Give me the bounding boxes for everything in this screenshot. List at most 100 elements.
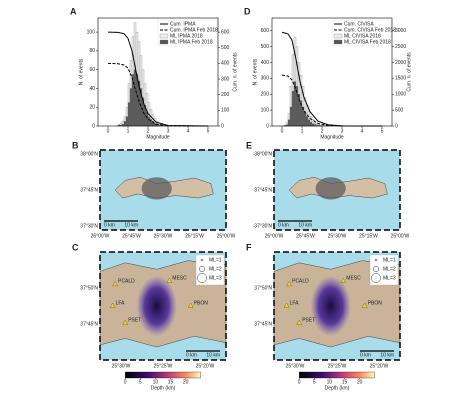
- legend-label: ML=1: [209, 257, 222, 263]
- x-tick-label: 3: [341, 128, 344, 134]
- bar: [127, 102, 131, 127]
- y-tick-label: 0: [266, 123, 269, 129]
- colorbar-label: Depth (km): [151, 385, 176, 391]
- y2-axis-label: Cum. n. of events: [232, 52, 238, 92]
- longitude-label: 25°00'W: [217, 233, 236, 239]
- longitude-label: 25°15'W: [359, 233, 378, 239]
- y2-tick-label: 500: [395, 107, 404, 113]
- legend-swatch: [159, 33, 169, 39]
- x-tick-label: 4: [187, 128, 190, 134]
- y2-tick-label: 600: [221, 29, 230, 35]
- latitude-label: 37°30'N: [254, 223, 272, 229]
- colorbar-tick-label: 0: [298, 379, 301, 385]
- longitude-label: 26°00'W: [265, 233, 284, 239]
- legend-swatch: [159, 39, 169, 45]
- latitude-label: 37°50'N: [254, 285, 272, 291]
- legend-label: ML=2: [383, 266, 396, 272]
- station-label: PBON: [194, 300, 209, 306]
- panel-label: A: [70, 6, 77, 16]
- station-label: PSET: [128, 318, 141, 324]
- latitude-label: 37°50'N: [80, 285, 98, 291]
- longitude-label: 25°20'W: [196, 363, 215, 369]
- scale-label: 10 km: [206, 352, 220, 358]
- legend-label: ML=1: [383, 257, 396, 263]
- bar: [301, 106, 305, 127]
- longitude-label: 25°25'W: [328, 363, 347, 369]
- legend-marker: [200, 258, 204, 262]
- latitude-label: 37°45'N: [254, 187, 272, 193]
- latitude-label: 38°00'N: [254, 151, 272, 157]
- y-tick-label: 500: [261, 44, 270, 50]
- station: [122, 319, 128, 325]
- x-tick-label: 0: [281, 128, 284, 134]
- colorbar-label: Depth (km): [325, 385, 350, 391]
- station: [296, 319, 302, 325]
- colorbar-tick-label: 15: [342, 379, 348, 385]
- colorbar-tick-label: 10: [327, 379, 333, 385]
- latitude-label: 37°45'N: [80, 321, 98, 327]
- y2-tick-label: 1000: [395, 92, 406, 98]
- bar: [145, 111, 149, 127]
- y-tick-label: 100: [87, 29, 96, 35]
- scale-label: 0 km: [186, 352, 197, 358]
- longitude-label: 25°00'W: [391, 233, 410, 239]
- y-tick-label: 0: [92, 123, 95, 129]
- colorbar-tick-label: 20: [183, 379, 189, 385]
- legend-label: ML CIVISA 2018: [344, 33, 381, 39]
- bar: [289, 106, 293, 127]
- x-tick-label: 5: [381, 128, 384, 134]
- y-tick-label: 600: [261, 28, 270, 34]
- station: [286, 281, 292, 287]
- longitude-label: 25°30'W: [112, 363, 131, 369]
- y-tick-label: 400: [261, 60, 270, 66]
- map-frame: [273, 149, 401, 231]
- panel-label: B: [72, 140, 79, 150]
- plot-frame: [97, 17, 219, 127]
- cumulative-line: [107, 62, 209, 127]
- station-label: PBON: [368, 300, 383, 306]
- scale-label: 10 km: [380, 352, 394, 358]
- longitude-label: 25°30'W: [286, 363, 305, 369]
- legend-marker: [374, 258, 378, 262]
- y-tick-label: 200: [261, 92, 270, 98]
- legend-label: ML IPMA 2018: [170, 33, 203, 39]
- y-tick-label: 60: [89, 67, 95, 73]
- longitude-label: 25°30'W: [154, 233, 173, 239]
- latitude-label: 37°30'N: [80, 223, 98, 229]
- longitude-label: 25°20'W: [370, 363, 389, 369]
- legend-label: ML=3: [209, 275, 222, 281]
- seismicity-cluster: [136, 275, 177, 337]
- station-label: PCALD: [118, 279, 135, 285]
- y2-tick-label: 0: [221, 123, 224, 129]
- latitude-label: 37°45'N: [80, 187, 98, 193]
- y2-tick-label: 200: [221, 92, 230, 98]
- colorbar-tick-label: 0: [124, 379, 127, 385]
- y-axis-label: N. of events: [252, 58, 258, 85]
- x-tick-label: 3: [167, 128, 170, 134]
- longitude-label: 25°25'W: [154, 363, 173, 369]
- legend-marker: [197, 273, 207, 283]
- x-tick-label: 2: [147, 128, 150, 134]
- longitude-label: 25°30'W: [328, 233, 347, 239]
- station-label: LFA: [290, 300, 300, 306]
- bar: [133, 69, 137, 127]
- legend-label: ML=3: [383, 275, 396, 281]
- bar: [307, 119, 311, 127]
- bar: [123, 121, 127, 127]
- map-frame: [99, 149, 227, 231]
- bar: [147, 116, 151, 127]
- scale-label: 0 km: [360, 352, 371, 358]
- station-label: LFA: [116, 300, 126, 306]
- y-tick-label: 300: [261, 76, 270, 82]
- latitude-label: 38°00'N: [80, 151, 98, 157]
- bar: [291, 90, 295, 127]
- station-label: PSET: [302, 318, 315, 324]
- scale-label: 0 km: [278, 222, 289, 228]
- y2-tick-label: 1500: [395, 76, 406, 82]
- longitude-label: 25°45'W: [296, 233, 315, 239]
- colorbar-tick-label: 5: [313, 379, 316, 385]
- y2-axis-label: Cum. n. of events: [406, 52, 412, 92]
- colorbar: [125, 371, 201, 379]
- bar: [287, 119, 291, 127]
- x-tick-label: 2: [321, 128, 324, 134]
